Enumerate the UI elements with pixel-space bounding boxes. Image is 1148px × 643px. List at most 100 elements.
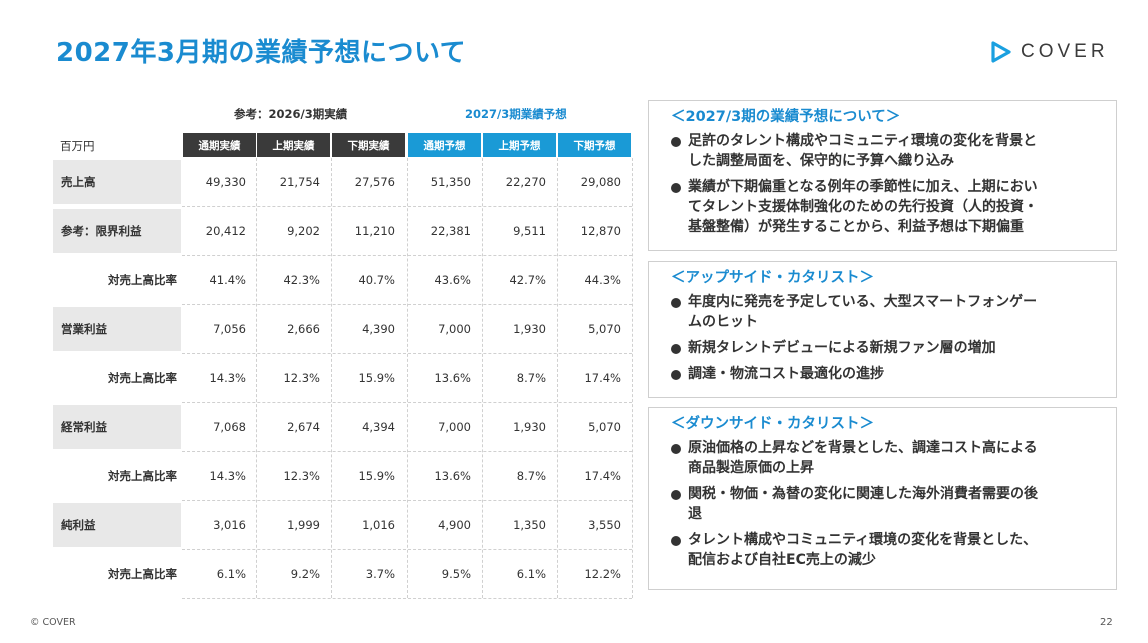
table-cell: 12,870 [580,224,621,238]
box-title: ＜ダウンサイド・カタリスト＞ [671,416,874,432]
reference-header: 参考：2026/3期実績 [234,107,348,121]
row-label: 対売上高比率 [53,454,181,498]
bullet-line: した調整局面を、保守的に予算へ織り込み [688,153,954,169]
table-cell: 9.2% [290,567,320,581]
bullet-item: 新規タレントデビューによる新規ファン層の増加 [669,338,1109,358]
table-cell: 12.3% [283,469,320,483]
cover-logo: COVER [990,40,1109,64]
table-cell: 42.3% [283,273,320,287]
row-label: 営業利益 [53,307,181,351]
table-cell: 7,000 [438,420,471,434]
table-cell: 12.3% [283,371,320,385]
bullet-item: タレント構成やコミュニティ環境の変化を背景とした、 配信および自社EC売上の減少 [669,530,1109,570]
table-cell: 1,350 [513,518,546,532]
row-divider [182,598,632,599]
bullet-dot-icon [671,183,681,193]
table-cell: 13.6% [434,371,471,385]
copyright: © COVER [30,617,76,628]
table-cell: 17.4% [584,371,621,385]
table-cell: 21,754 [279,175,320,189]
column-divider [331,158,332,598]
table-cell: 1,930 [513,322,546,336]
table-cell: 2,666 [287,322,320,336]
table-cell: 3,550 [588,518,621,532]
bullet-item: 原油価格の上昇などを背景とした、調達コスト高による 商品製造原価の上昇 [669,438,1109,478]
commentary-box: ＜2027/3期の業績予想について＞ 足許のタレント構成やコミュニティ環境の変化を… [648,100,1117,251]
bullet-dot-icon [671,536,681,546]
table-cell: 12.2% [584,567,621,581]
table-cell: 1,999 [287,518,320,532]
page-title: 2027年3月期の業績予想について [56,38,467,68]
table-cell: 1,930 [513,420,546,434]
table-cell: 42.7% [509,273,546,287]
bullet-line: 関税・物価・為替の変化に関連した海外消費者需要の後 [688,486,1038,502]
bullet-line: 新規タレントデビューによる新規ファン層の増加 [688,340,996,356]
commentary-box: ＜ダウンサイド・カタリスト＞ 原油価格の上昇などを背景とした、調達コスト高による商… [648,407,1117,590]
table-cell: 41.4% [209,273,246,287]
table-cell: 14.3% [209,371,246,385]
row-label: 経常利益 [53,405,181,449]
row-label: 対売上高比率 [53,552,181,596]
table-cell: 13.6% [434,469,471,483]
bullet-line: 商品製造原価の上昇 [688,460,814,476]
bullet-line: ムのヒット [688,314,758,330]
table-cell: 3,016 [213,518,246,532]
table-cell: 9,511 [513,224,546,238]
column-divider [632,158,633,598]
table-cell: 5,070 [588,322,621,336]
column-header: 下期実績 [332,133,405,157]
table-cell: 15.9% [358,371,395,385]
bullet-line: 業績が下期偏重となる例年の季節性に加え、上期におい [688,179,1038,195]
bullet-item: 関税・物価・為替の変化に関連した海外消費者需要の後退 [669,484,1109,524]
bullet-line: 足許のタレント構成やコミュニティ環境の変化を背景と [688,133,1038,149]
table-cell: 22,270 [505,175,546,189]
column-header: 上期実績 [257,133,330,157]
column-header: 上期予想 [483,133,556,157]
column-header: 通期予想 [408,133,481,157]
table-cell: 11,210 [354,224,395,238]
table-cell: 6.1% [516,567,546,581]
table-cell: 17.4% [584,469,621,483]
bullet-dot-icon [671,490,681,500]
bullet-line: てタレント支援体制強化のための先行投資（人的投資・ [688,199,1038,215]
row-label: 参考：限界利益 [53,209,181,253]
forecast-header: 2027/3期業績予想 [465,107,567,121]
table-cell: 40.7% [358,273,395,287]
bullet-line: 原油価格の上昇などを背景とした、調達コスト高による [688,440,1038,456]
bullet-line: 調達・物流コスト最適化の進捗 [688,366,884,382]
table-cell: 2,674 [287,420,320,434]
bullet-dot-icon [671,298,681,308]
column-divider [407,158,408,598]
table-cell: 6.1% [216,567,246,581]
page-number: 22 [1100,617,1113,628]
table-cell: 5,070 [588,420,621,434]
table-cell: 8.7% [516,371,546,385]
unit-label: 百万円 [60,139,95,153]
box-title: ＜2027/3期の業績予想について＞ [671,109,901,125]
table-cell: 51,350 [430,175,471,189]
row-label: 対売上高比率 [53,356,181,400]
table-cell: 7,068 [213,420,246,434]
bullet-line: 年度内に発売を予定している、大型スマートフォンゲー [688,294,1038,310]
table-cell: 44.3% [584,273,621,287]
bullet-dot-icon [671,137,681,147]
row-label: 純利益 [53,503,181,547]
bullet-line: 配信および自社EC売上の減少 [688,552,876,568]
table-cell: 15.9% [358,469,395,483]
table-cell: 49,330 [205,175,246,189]
table-cell: 27,576 [354,175,395,189]
table-cell: 4,390 [362,322,395,336]
table-cell: 1,016 [362,518,395,532]
table-cell: 7,000 [438,322,471,336]
table-cell: 4,394 [362,420,395,434]
table-cell: 7,056 [213,322,246,336]
table-cell: 8.7% [516,469,546,483]
bullet-line: タレント構成やコミュニティ環境の変化を背景とした、 [688,532,1038,548]
bullet-item: 調達・物流コスト最適化の進捗 [669,364,1109,384]
bullet-dot-icon [671,344,681,354]
bullet-item: 年度内に発売を予定している、大型スマートフォンゲー ムのヒット [669,292,1109,332]
table-cell: 43.6% [434,273,471,287]
table-cell: 29,080 [580,175,621,189]
column-header: 通期実績 [183,133,256,157]
table-cell: 9,202 [287,224,320,238]
